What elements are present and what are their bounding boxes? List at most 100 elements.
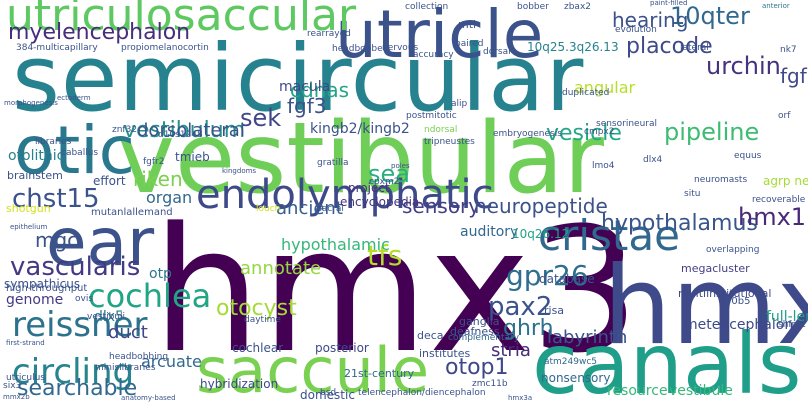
word-equus: neuromasts xyxy=(694,175,748,185)
word-placode: placode xyxy=(626,34,713,59)
word-384-multicapillary: 384-multicapillary xyxy=(16,43,98,53)
word-nk7: sensorineural xyxy=(596,119,657,129)
word-zmc11b: zmc11b xyxy=(472,379,508,389)
word-tfs: tfs xyxy=(367,239,403,272)
word-vestibular: vestibular xyxy=(117,102,604,216)
word-otocyst: otocyst xyxy=(216,296,297,321)
word-dorsal: dorsal xyxy=(483,47,511,57)
word-nonsensory: nonsensory xyxy=(541,371,611,385)
word-ectoderm: kingdoms xyxy=(222,167,257,175)
word-multiinstitutional: multiinstitutional xyxy=(678,287,772,300)
word-hypothalamus: hypothalamus xyxy=(601,211,758,236)
word-macula: macula xyxy=(279,79,331,95)
word-sek: sek xyxy=(240,104,282,132)
word-www-wordpress-org: paint-filled xyxy=(650,0,688,7)
word-circling: circling xyxy=(12,352,135,392)
word-pipeline: pipeline xyxy=(664,118,760,146)
word-chst15: chst15 xyxy=(12,184,100,214)
word-sympathicus: sympathicus xyxy=(4,277,81,291)
word-saccule: saccule xyxy=(196,334,430,404)
word-minislibraries: minislibraries xyxy=(95,363,156,373)
word-ghrh: ghrh xyxy=(503,316,554,341)
word-brainstem: brainstem xyxy=(7,169,63,182)
word-overlapping: situ xyxy=(684,189,701,199)
word-deca: deca xyxy=(417,329,444,342)
word-high-throughput: high-throughput xyxy=(6,283,88,294)
word-cdnas: cdnas xyxy=(290,78,350,102)
word-mutanlallemand: mutanlallemand xyxy=(91,207,173,218)
word-first-strand: mmx2b xyxy=(3,393,30,401)
word-dlx5: dlx5 xyxy=(94,309,124,325)
word-effort: effort xyxy=(93,174,126,188)
word-neuropeptide: neuropeptide xyxy=(474,194,608,218)
word-institutes: institutes xyxy=(419,347,471,360)
word-bobber: bobber xyxy=(517,2,549,12)
word-embryogenesis: embryogenesis xyxy=(493,129,562,139)
word-recoverable: equus xyxy=(734,151,762,161)
word-database: database xyxy=(539,272,595,286)
word-htr7: orf xyxy=(778,111,791,121)
word-pax2: pax2 xyxy=(488,292,553,322)
word-utriculus: utriculus xyxy=(6,373,45,383)
word-sensorineural: morphogenesis xyxy=(4,99,58,107)
word-hmx3: hmx3 xyxy=(152,190,640,391)
word-labyrinth: labyrinth xyxy=(547,327,628,348)
word-posterior: posterior xyxy=(315,341,369,355)
word-fgf: fgf xyxy=(780,64,807,88)
word-arcuate: arcuate xyxy=(141,352,202,371)
word-postmitotic: postmitotic xyxy=(406,111,457,121)
word-atm249wc5: atm249wc5 xyxy=(544,357,598,367)
word-paired: paired xyxy=(455,39,484,49)
word-fgfr2: fgfr2 xyxy=(143,157,165,167)
word-complementary: complementary xyxy=(448,333,520,343)
word-libraries: overlapping xyxy=(706,245,760,255)
word-reissner: reissner xyxy=(12,305,148,345)
word-ganglia: ganglia xyxy=(459,315,500,328)
word-canals: canals xyxy=(532,315,802,404)
word-tripneustes: tripneustes xyxy=(424,137,475,147)
word-six3: six3 xyxy=(3,381,22,391)
word-10qter: 10qter xyxy=(670,2,750,30)
word-gpr26: gpr26 xyxy=(506,259,589,292)
word-project: project xyxy=(348,181,390,195)
word-ear: ear xyxy=(46,204,155,281)
word-encyclopedia: encyclopedia xyxy=(340,195,420,209)
word-organ: organ xyxy=(146,188,193,207)
word-shfm2: shfm2 xyxy=(778,320,807,330)
word-annotate: annotate xyxy=(240,258,322,279)
word-fgf3: fgf3 xyxy=(287,94,327,118)
word-ancient: ancient xyxy=(276,198,343,219)
word-paint-filled: anterior xyxy=(762,2,790,10)
word-duplicated: duplicated xyxy=(562,88,610,98)
word-vestibulum: vestibulum xyxy=(123,118,246,143)
word-vestibule: vestibule xyxy=(669,383,733,399)
word-stria: stria xyxy=(491,340,531,361)
word-otic: otic xyxy=(14,112,135,189)
word-cochlear: cochlear xyxy=(232,341,284,355)
word-lmo4: lmo4 xyxy=(592,161,615,171)
word-mgc: mgc xyxy=(35,228,79,252)
word-caballus: libraries xyxy=(35,137,72,147)
word-vascularis: vascularis xyxy=(10,252,141,282)
word-ovis: ovis xyxy=(75,294,94,304)
word-daytime: daytime xyxy=(244,315,281,325)
word-znf32: znf32 xyxy=(112,125,138,135)
word-genome: genome xyxy=(6,292,64,308)
word-myelencephalon: myelencephalon xyxy=(8,20,191,45)
word-polling: epithelium xyxy=(10,223,48,231)
word-cochlea: cochlea xyxy=(88,277,212,315)
word-evolution: evolution xyxy=(615,25,657,35)
word-propiomelanocortin: propiomelanocortin xyxy=(121,43,209,53)
word-mtl: mtl xyxy=(458,18,477,31)
word-angular: angular xyxy=(574,78,636,97)
word-kingdoms: poles xyxy=(391,162,410,170)
word-transcriptome: dlx4 xyxy=(643,155,663,165)
word-collection: collection xyxy=(405,2,449,12)
word-megacluster: megacluster xyxy=(681,262,750,275)
word-endolymphatic: endolymphatic xyxy=(196,172,494,218)
word-otolithic: otolithic xyxy=(8,148,65,164)
word-hypothalamic: hypothalamic xyxy=(281,235,390,254)
word-zbax2: zbax2 xyxy=(564,2,592,12)
word-hmx1: hmx1 xyxy=(738,203,807,231)
